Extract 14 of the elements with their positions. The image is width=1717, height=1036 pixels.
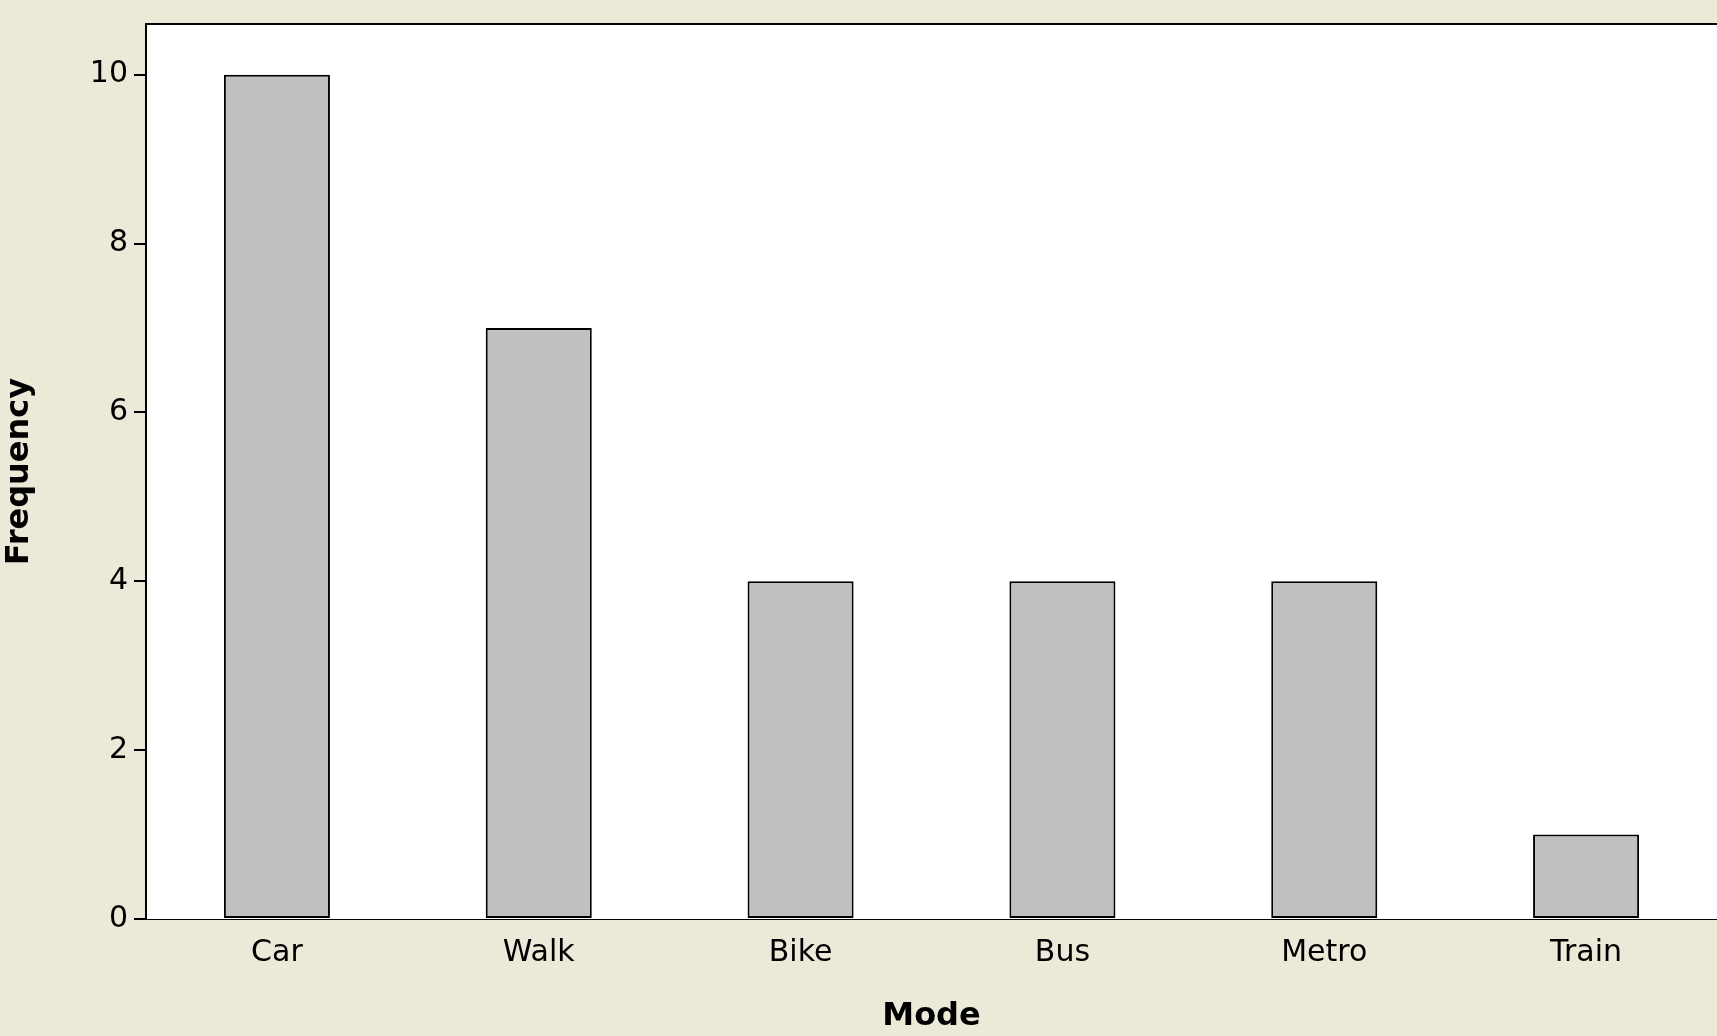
y-axis-title: Frequency bbox=[0, 377, 36, 566]
x-tick-label: Metro bbox=[1281, 932, 1368, 968]
x-tick-label: Bike bbox=[768, 932, 833, 968]
y-tick-label: 4 bbox=[108, 561, 128, 597]
x-tick-label: Walk bbox=[502, 932, 576, 968]
x-tick-label: Bus bbox=[1034, 932, 1091, 968]
y-tick-label: 8 bbox=[108, 223, 128, 259]
x-axis-title: Mode bbox=[882, 995, 981, 1034]
y-tick-label: 10 bbox=[89, 54, 128, 90]
y-tick-label: 2 bbox=[108, 729, 128, 765]
x-tick-label: Train bbox=[1549, 932, 1623, 968]
y-tick-label: 6 bbox=[108, 392, 128, 428]
x-tick-label: Car bbox=[251, 932, 304, 968]
y-tick-label: 0 bbox=[108, 898, 128, 934]
